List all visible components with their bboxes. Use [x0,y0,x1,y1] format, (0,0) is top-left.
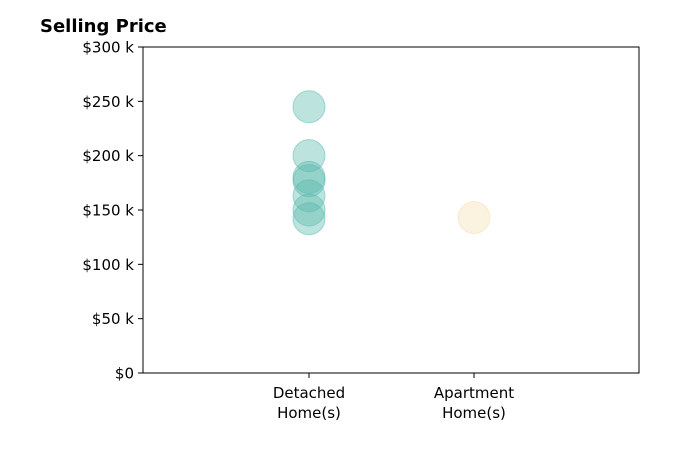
y-tick-label: $50 k [92,310,134,328]
x-tick-label-line: Home(s) [277,404,341,422]
data-point [292,164,326,198]
y-tick-label: $200 k [82,147,134,165]
plot-frame [142,46,640,374]
data-point [292,202,326,236]
y-tick-label: $0 [115,365,134,383]
points-layer [292,90,491,236]
chart-title: Selling Price [40,16,167,37]
data-point [292,193,326,227]
x-tick-label-line: Detached [273,384,345,402]
x-tick-label-line: Home(s) [442,404,506,422]
y-tick-label: $300 k [82,39,134,57]
x-tick-label: Detached Home(s) [273,384,345,422]
x-tick-label-line: Apartment [434,384,514,402]
data-point [292,179,326,213]
y-tick-label: $150 k [82,202,134,220]
x-tick-label: Apartment Home(s) [434,384,514,422]
data-point [292,90,326,124]
y-tick-label: $100 k [82,256,134,274]
axes-layer: $0 $50 k $100 k $150 k $200 k $250 k $300 k Det… [82,39,640,422]
data-point [457,201,491,235]
y-tick-label: $250 k [82,93,134,111]
